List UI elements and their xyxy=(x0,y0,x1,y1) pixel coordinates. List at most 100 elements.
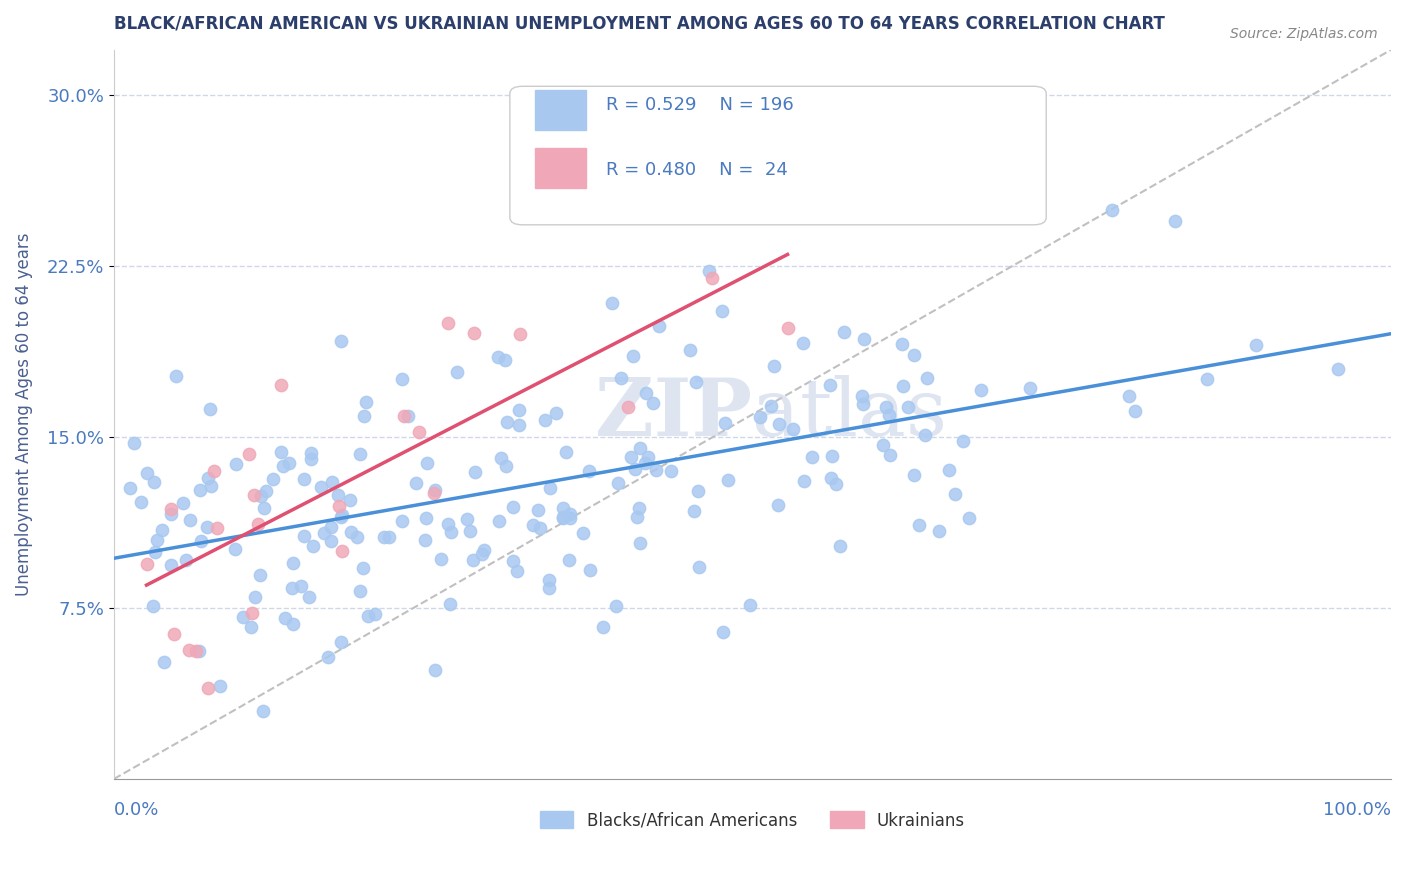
Point xyxy=(938,463,960,477)
Point xyxy=(353,409,375,424)
Point xyxy=(446,365,468,379)
Point xyxy=(122,435,145,450)
Point xyxy=(637,450,659,464)
Text: BLACK/AFRICAN AMERICAN VS UKRAINIAN UNEMPLOYMENT AMONG AGES 60 TO 64 YEARS CORRE: BLACK/AFRICAN AMERICAN VS UKRAINIAN UNEM… xyxy=(114,15,1164,33)
Point xyxy=(430,551,453,566)
Point xyxy=(643,396,665,410)
Point xyxy=(187,643,209,657)
Point xyxy=(553,510,575,524)
Point xyxy=(129,495,152,509)
Point xyxy=(299,451,322,466)
Point xyxy=(634,456,657,470)
Point xyxy=(165,368,187,383)
Point xyxy=(143,545,166,559)
Point xyxy=(238,447,260,461)
Point xyxy=(648,319,671,334)
Point xyxy=(160,508,183,522)
Point xyxy=(1123,403,1146,417)
Point xyxy=(253,501,276,516)
Point xyxy=(952,434,974,448)
Point xyxy=(496,415,519,429)
Point xyxy=(903,468,925,483)
Y-axis label: Unemployment Among Ages 60 to 64 years: Unemployment Among Ages 60 to 64 years xyxy=(15,233,32,596)
Point xyxy=(820,471,842,485)
Point xyxy=(852,332,875,346)
Point xyxy=(377,530,399,544)
Point xyxy=(879,448,901,462)
Point xyxy=(1195,372,1218,386)
Point xyxy=(294,529,316,543)
Point xyxy=(415,510,437,524)
Point xyxy=(508,417,530,432)
Point xyxy=(915,371,938,385)
Point xyxy=(628,501,651,516)
Point xyxy=(472,543,495,558)
Point xyxy=(908,517,931,532)
Point xyxy=(254,484,277,499)
Point xyxy=(250,489,273,503)
Point xyxy=(270,445,292,459)
Point xyxy=(1326,361,1348,376)
Point xyxy=(804,202,827,217)
Point xyxy=(309,479,332,493)
Point xyxy=(439,597,461,611)
Point xyxy=(740,599,762,613)
Point xyxy=(423,663,446,677)
Point xyxy=(312,526,335,541)
Point xyxy=(225,457,247,471)
Point xyxy=(830,539,852,553)
Point xyxy=(143,475,166,489)
Point xyxy=(914,428,936,442)
Point xyxy=(471,547,494,561)
Point xyxy=(628,536,651,550)
Point xyxy=(283,617,305,632)
Point xyxy=(252,704,274,718)
Point xyxy=(903,349,925,363)
Point xyxy=(408,425,430,439)
Point xyxy=(685,375,707,389)
Point xyxy=(346,530,368,544)
Point xyxy=(464,465,486,479)
Point xyxy=(620,450,643,464)
Point xyxy=(522,518,544,533)
Point xyxy=(679,343,702,357)
Bar xyxy=(536,90,586,130)
Point xyxy=(396,409,419,423)
Point xyxy=(184,644,207,658)
Point xyxy=(792,336,814,351)
Point xyxy=(190,533,212,548)
Point xyxy=(177,643,200,657)
Point xyxy=(319,534,342,549)
Point xyxy=(146,533,169,548)
Point xyxy=(852,396,875,410)
Text: atlas: atlas xyxy=(752,376,948,453)
Point xyxy=(546,406,568,420)
Point xyxy=(271,459,294,474)
Point xyxy=(281,581,304,595)
Point xyxy=(232,610,254,624)
Point xyxy=(174,553,197,567)
Point xyxy=(329,634,352,648)
Point xyxy=(423,486,446,500)
Point xyxy=(506,564,529,578)
Point xyxy=(281,556,304,570)
Point xyxy=(356,395,378,409)
Point xyxy=(628,441,651,455)
Point xyxy=(209,679,232,693)
Point xyxy=(246,516,269,531)
Point xyxy=(605,599,627,614)
Point xyxy=(262,472,284,486)
Text: R = 0.529    N = 196: R = 0.529 N = 196 xyxy=(606,95,793,113)
Point xyxy=(243,590,266,604)
Point xyxy=(609,371,631,385)
Point xyxy=(197,471,219,485)
Point xyxy=(326,488,349,502)
Point xyxy=(458,524,481,539)
Point xyxy=(800,450,823,464)
Point xyxy=(508,403,530,417)
Point xyxy=(195,520,218,534)
Point xyxy=(626,510,648,524)
Point xyxy=(299,446,322,460)
Point xyxy=(553,501,575,516)
Point xyxy=(425,483,447,498)
